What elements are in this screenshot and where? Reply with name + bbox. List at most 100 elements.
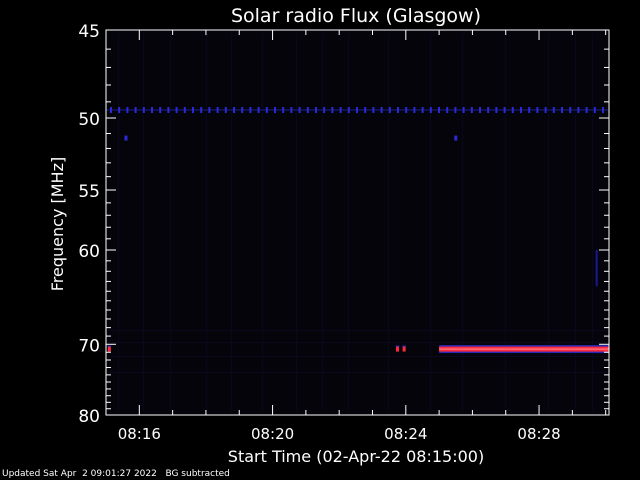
- noise-streak: [592, 34, 593, 411]
- band-49mhz-dot: [134, 107, 137, 113]
- y-tick-label: 55: [78, 182, 100, 202]
- emission-spot: [124, 135, 128, 141]
- band-49mhz-dot: [282, 107, 285, 113]
- band-49mhz-dot: [602, 107, 604, 113]
- emission-spot-halo: [395, 345, 400, 347]
- y-tick-label: 50: [78, 110, 100, 130]
- band-49mhz-dot: [339, 107, 342, 113]
- band-49mhz-dot: [561, 107, 563, 113]
- band-49mhz-dot: [462, 107, 465, 113]
- plot-frame: [105, 29, 610, 416]
- noise-streak: [118, 34, 119, 411]
- band-49mhz-dot: [470, 107, 473, 113]
- noise-streak: [206, 34, 207, 411]
- noise-streak: [575, 34, 576, 411]
- band-49mhz-dot: [290, 107, 293, 113]
- band-49mhz-dot: [126, 107, 129, 113]
- band-49mhz-dot: [118, 107, 121, 113]
- band-49mhz-dot: [577, 107, 580, 113]
- band-49mhz-dot: [216, 107, 219, 113]
- band-49mhz-dot: [593, 107, 596, 113]
- chart-title: Solar radio Flux (Glasgow): [231, 5, 481, 27]
- noise-streak: [143, 34, 144, 411]
- noise-streak: [231, 34, 232, 411]
- band-49mhz-dot: [183, 107, 186, 113]
- band-49mhz-dot: [298, 107, 301, 113]
- emission-spot-halo: [402, 345, 407, 347]
- band-49mhz-dot: [520, 107, 522, 113]
- band-49mhz-dot: [159, 107, 162, 113]
- emission-spot: [395, 346, 399, 352]
- noise-streak: [170, 34, 171, 411]
- noise-streak: [388, 34, 389, 411]
- band-49mhz-dot: [200, 107, 203, 113]
- emission-spot: [107, 346, 111, 352]
- band-49mhz-dot: [429, 107, 432, 113]
- band-49mhz-dot: [569, 107, 572, 113]
- band-49mhz-dot: [151, 107, 153, 113]
- y-tick-label: 70: [78, 336, 100, 356]
- x-tick-label: 08:20: [251, 425, 294, 443]
- x-tick-label: 08:24: [384, 425, 427, 443]
- band-49mhz-dot: [315, 107, 317, 113]
- band-49mhz-dot: [503, 107, 506, 113]
- plot-background: [106, 30, 609, 415]
- noise-band: [108, 342, 607, 343]
- band-49mhz-dot: [495, 107, 498, 113]
- x-axis-label: Start Time (02-Apr-22 08:15:00): [228, 447, 484, 466]
- noise-streak: [430, 34, 431, 411]
- band-49mhz-dot: [233, 107, 235, 113]
- band-49mhz-dot: [331, 107, 334, 113]
- band-49mhz-dot: [167, 107, 170, 113]
- y-axis-label: Frequency [MHz]: [48, 157, 67, 291]
- band-49mhz-dot: [274, 107, 276, 113]
- noise-band: [108, 330, 607, 331]
- band-70mhz-core: [439, 348, 609, 350]
- updated-timestamp: Updated Sat Apr 2 09:01:27 2022: [2, 469, 157, 479]
- noise-streak: [322, 34, 323, 411]
- band-49mhz-dot: [347, 107, 350, 113]
- noise-band: [108, 372, 607, 373]
- band-49mhz-dot: [356, 107, 358, 113]
- band-49mhz-dot: [487, 107, 490, 113]
- band-49mhz-dot: [536, 107, 539, 113]
- band-49mhz-dot: [192, 107, 194, 113]
- y-tick-label: 45: [78, 22, 100, 42]
- band-49mhz-dot: [110, 107, 112, 113]
- band-49mhz-dot: [479, 107, 481, 113]
- band-49mhz-dot: [372, 107, 375, 113]
- band-49mhz-dot: [438, 107, 440, 113]
- plot-area: [106, 30, 609, 415]
- band-49mhz-dot: [224, 107, 227, 113]
- band-49mhz-dot: [265, 107, 268, 113]
- emission-spot-halo: [107, 345, 112, 347]
- band-49mhz-dot: [241, 107, 244, 113]
- noise-streak: [262, 34, 263, 411]
- band-49mhz-dot: [544, 107, 547, 113]
- band-49mhz-dot: [142, 107, 145, 113]
- band-49mhz-dot: [585, 107, 588, 113]
- band-49mhz-dot: [208, 107, 211, 113]
- band-49mhz-dot: [511, 107, 514, 113]
- emission-spot: [454, 135, 458, 141]
- band-49mhz-dot: [388, 107, 391, 113]
- x-tick-label: 08:16: [118, 425, 161, 443]
- noise-streak: [505, 34, 506, 411]
- band-49mhz-dot: [175, 107, 178, 113]
- band-49mhz-dot: [552, 107, 555, 113]
- band-49mhz-dot: [397, 107, 399, 113]
- band-49mhz-dot: [249, 107, 252, 113]
- band-49mhz-dot: [446, 107, 449, 113]
- band-49mhz-dot: [413, 107, 416, 113]
- axes: 45 50 55 60 70 80 08:16 08:20 08:24 08:28: [78, 22, 610, 443]
- data-marks: [106, 107, 609, 354]
- noise-streak: [348, 34, 349, 411]
- noise-streak: [548, 34, 549, 411]
- noise-streak: [462, 34, 463, 411]
- bg-subtracted-note: BG subtracted: [165, 469, 230, 479]
- emission-spot: [402, 346, 406, 352]
- band-49mhz-dot: [454, 107, 457, 113]
- band-49mhz-dot: [306, 107, 309, 113]
- band-49mhz-dot: [380, 107, 383, 113]
